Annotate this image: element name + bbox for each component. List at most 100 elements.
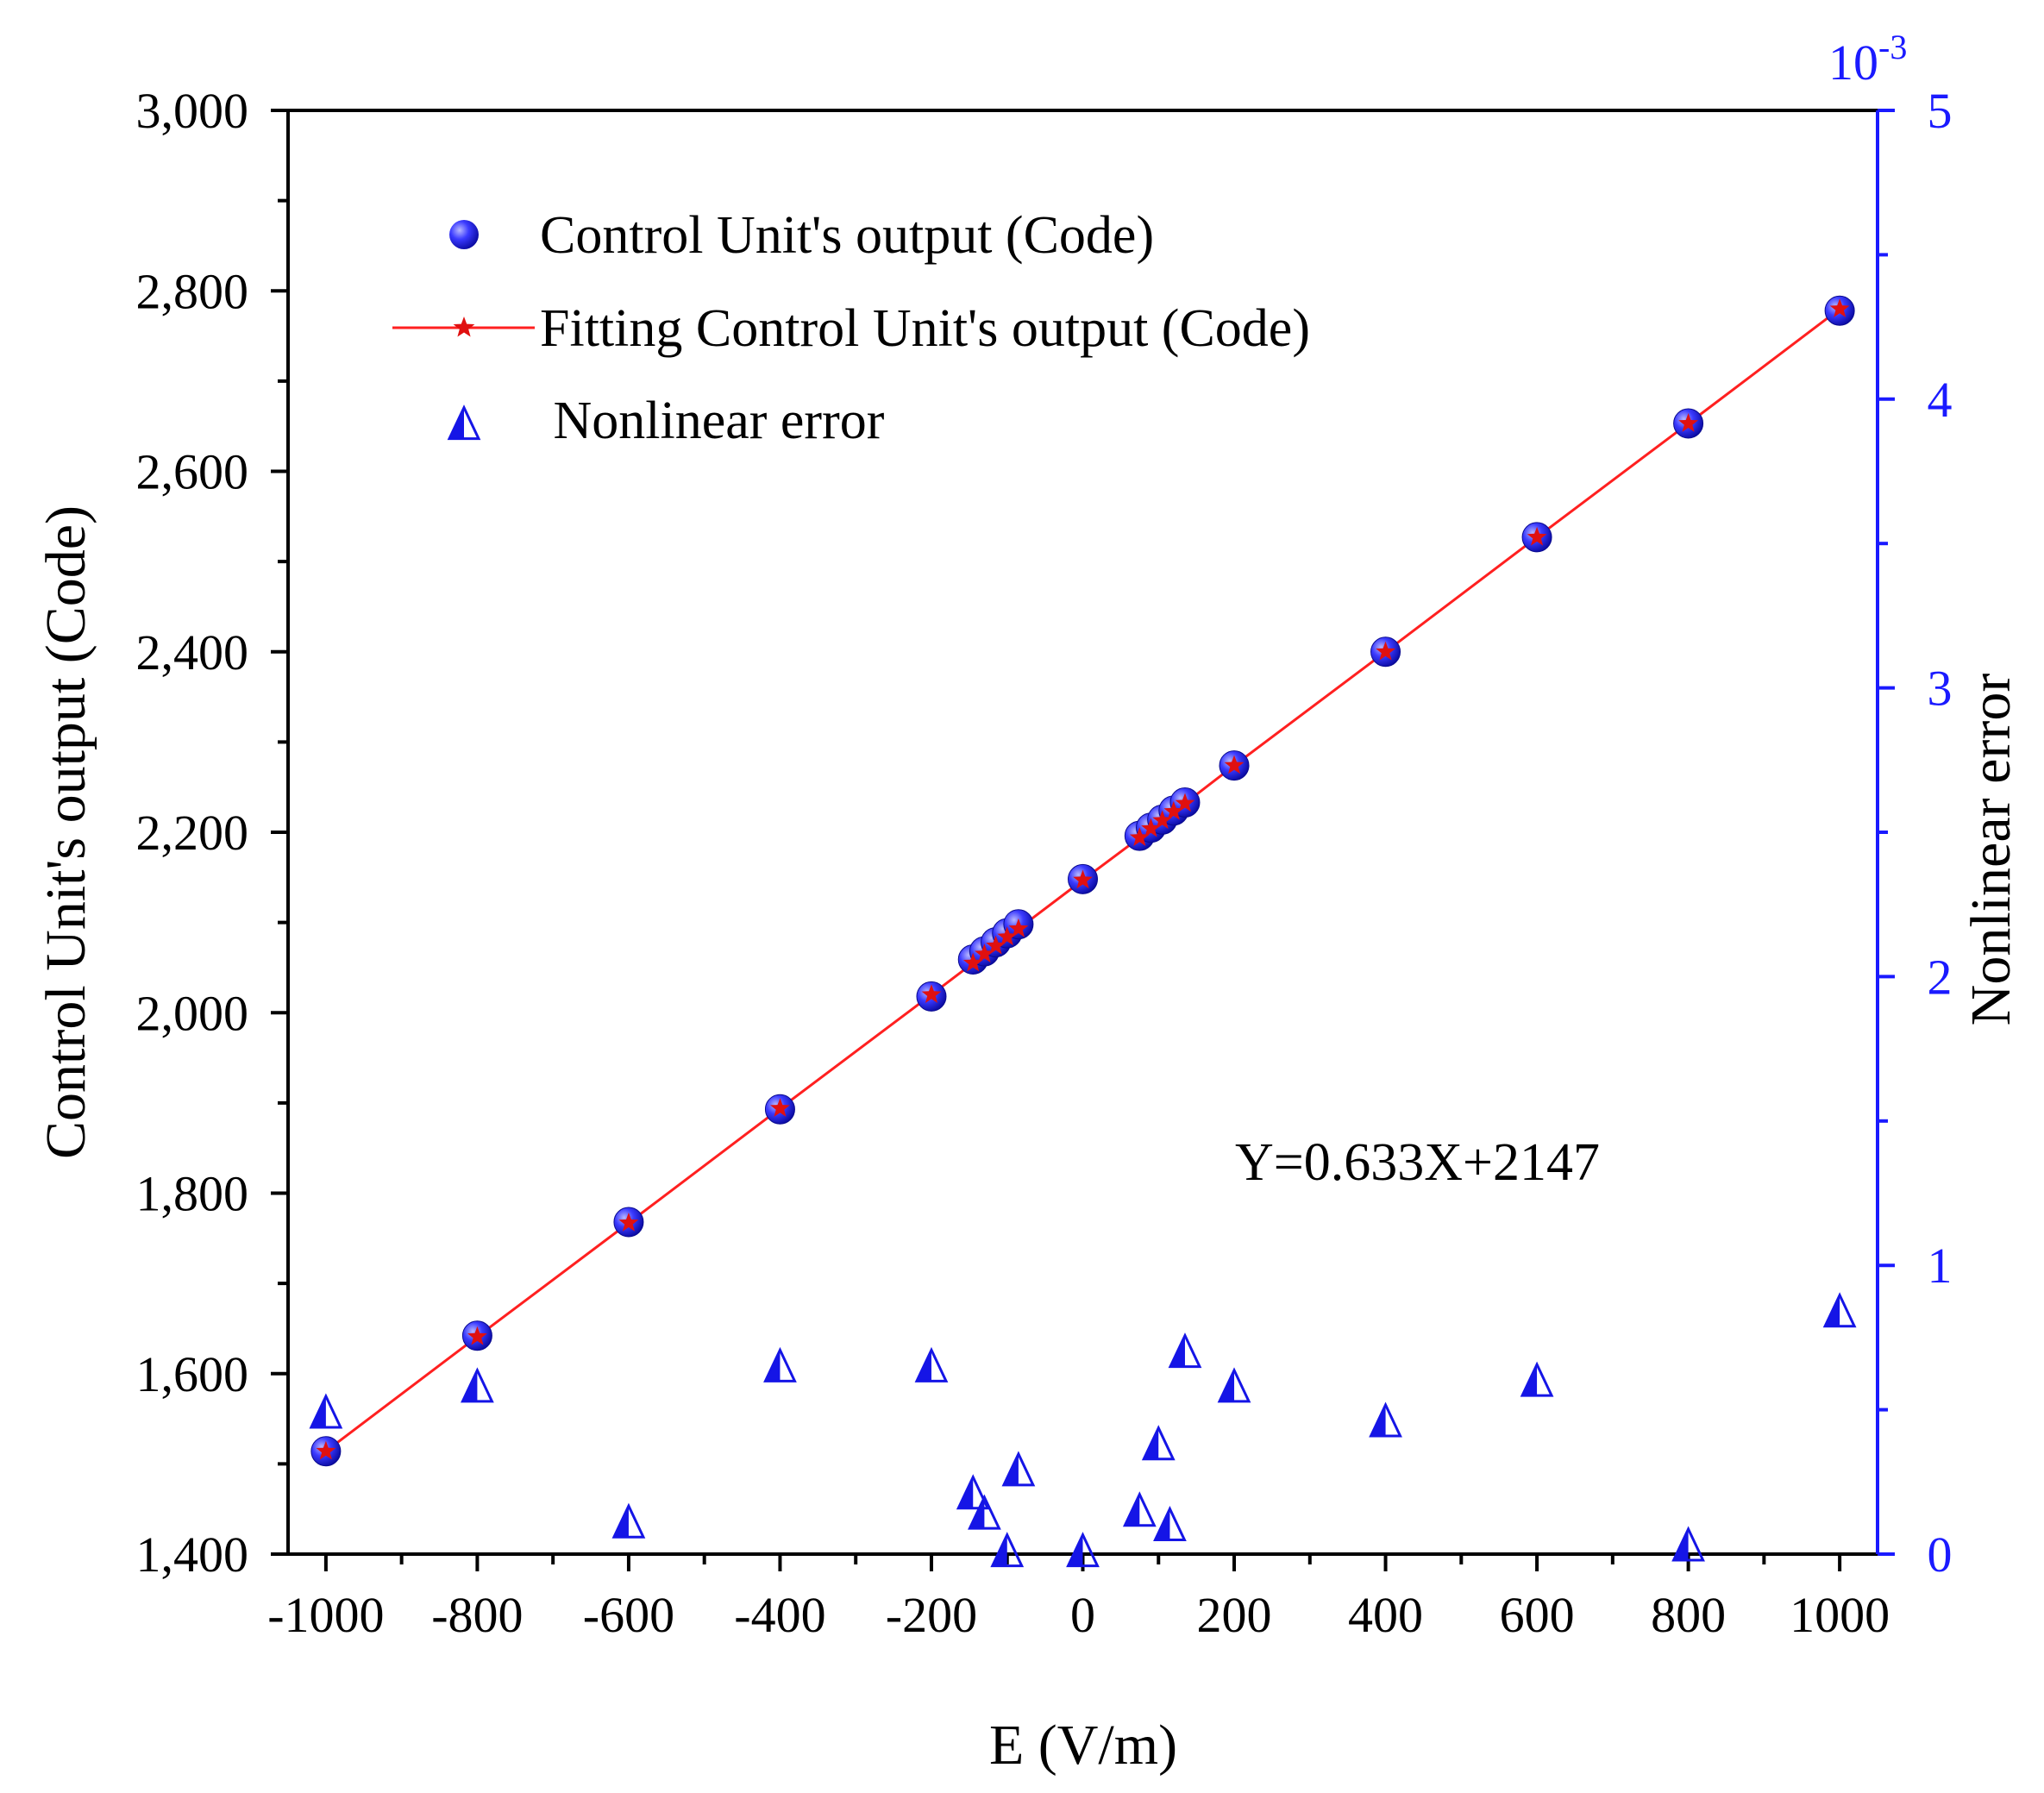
error-point [914, 1346, 949, 1382]
fit-star-point [770, 1098, 790, 1117]
triangle-outline [763, 1346, 797, 1382]
legend-label-error: Nonlinear error [540, 392, 885, 450]
fit-star-point [618, 1213, 639, 1232]
error-point [461, 1367, 494, 1403]
error-point [309, 1393, 343, 1429]
error-point [1671, 1526, 1705, 1562]
error-point [1153, 1506, 1187, 1542]
triangle-outline [447, 404, 481, 441]
y-left-tick-label: 2,600 [136, 444, 249, 500]
legend-star-marker [453, 317, 475, 337]
multiplier-exponent: -3 [1878, 28, 1907, 66]
triangle-outline [968, 1494, 1001, 1530]
fit-star-point [1175, 793, 1195, 812]
y-left-tick-label: 3,000 [136, 83, 249, 139]
fit-star-point [1678, 413, 1698, 432]
x-tick-label: -800 [431, 1587, 523, 1643]
legend-label-output: Control Unit's output (Code) [540, 206, 1154, 265]
error-point [1141, 1425, 1176, 1461]
y-right-axis-title: Nonlinear error [1959, 674, 2022, 1026]
triangle-outline [309, 1393, 343, 1429]
triangle-outline [1217, 1367, 1251, 1403]
fit-star-point [921, 984, 942, 1003]
x-tick-label: -1000 [267, 1587, 384, 1643]
error-point [1168, 1332, 1202, 1369]
error-point [1217, 1367, 1251, 1403]
triangle-outline [1369, 1401, 1402, 1438]
error-point [956, 1474, 990, 1510]
triangle-outline [1141, 1425, 1176, 1461]
error-point [1001, 1451, 1036, 1487]
y-left-axis-title: Control Unit's output (Code) [34, 505, 97, 1159]
legend: Control Unit's output (Code) Fitting Con… [392, 206, 1310, 450]
legend-triangle-marker [447, 404, 481, 441]
multiplier-base: 10 [1828, 34, 1878, 91]
y-right-tick-label: 1 [1928, 1238, 1953, 1294]
fit-star-series [316, 298, 1850, 1460]
x-tick-label: 600 [1500, 1587, 1575, 1643]
error-point [1066, 1532, 1100, 1568]
fit-star-point [962, 952, 983, 972]
triangle-outline [1822, 1292, 1857, 1328]
right-axis-multiplier: 10-3 [1828, 28, 1907, 91]
error-point [611, 1502, 646, 1539]
fit-star-point [1163, 800, 1184, 820]
x-axis-title: E (V/m) [989, 1714, 1177, 1777]
fit-star-point [1008, 918, 1029, 937]
x-tick-label: 0 [1070, 1587, 1095, 1643]
nonlinear-error-series [309, 1292, 1857, 1568]
x-tick-labels: -1000 -800 -600 -400 -200 0 200 400 600 800 1000 [267, 1587, 1890, 1643]
error-point [968, 1494, 1001, 1530]
error-point [1369, 1401, 1402, 1438]
y-right-tick-label: 4 [1928, 372, 1953, 428]
y-left-tick-label: 2,400 [136, 624, 249, 680]
triangle-outline [1153, 1506, 1187, 1542]
y-right-tick-label: 5 [1928, 83, 1953, 139]
y-right-tick-label: 0 [1928, 1527, 1953, 1583]
triangle-outline [1671, 1526, 1705, 1562]
fit-star-point [1073, 869, 1093, 889]
fit-star-point [1224, 755, 1245, 774]
triangle-outline [990, 1532, 1025, 1568]
fit-star-point [1376, 641, 1395, 661]
y-left-tick-label: 1,400 [136, 1527, 249, 1583]
triangle-outline [461, 1367, 494, 1403]
triangle-outline [956, 1474, 990, 1510]
error-point [1520, 1361, 1554, 1397]
x-tick-label: 200 [1197, 1587, 1272, 1643]
fit-star-point [975, 944, 994, 962]
error-point [1822, 1292, 1857, 1328]
triangle-outline [1001, 1451, 1036, 1487]
fit-star-point [1141, 818, 1161, 837]
fit-star-point [1129, 827, 1150, 846]
fit-star-point [1527, 526, 1547, 546]
y-right-tick-labels: 0 1 2 3 4 5 [1928, 83, 1953, 1583]
fit-star-point [997, 926, 1018, 946]
y-left-tick-label: 2,800 [136, 263, 249, 319]
x-tick-label: 800 [1651, 1587, 1726, 1643]
fit-star-point [316, 1440, 336, 1460]
y-right-tick-label: 3 [1928, 661, 1953, 717]
y-left-tick-labels: 1,400 1,600 1,800 2,000 2,200 2,400 2,600 2,800… [136, 83, 249, 1583]
triangle-outline [1122, 1491, 1157, 1527]
legend-label-fit: Fitting Control Unit's output (Code) [540, 299, 1310, 358]
fit-star-point [986, 935, 1006, 955]
fit-star-point [467, 1326, 487, 1345]
x-tick-label: 1000 [1790, 1587, 1890, 1643]
error-point [1122, 1491, 1157, 1527]
triangle-outline [611, 1502, 646, 1539]
fit-star-point [1829, 298, 1850, 317]
error-point [990, 1532, 1025, 1568]
x-tick-label: -200 [886, 1587, 977, 1643]
y-left-tick-label: 1,800 [136, 1166, 249, 1222]
triangle-outline [1168, 1332, 1202, 1369]
x-tick-label: -400 [734, 1587, 825, 1643]
error-point [763, 1346, 797, 1382]
triangle-outline [1066, 1532, 1100, 1568]
x-tick-label: -600 [583, 1587, 674, 1643]
triangle-outline [914, 1346, 949, 1382]
y-left-tick-label: 2,000 [136, 985, 249, 1041]
y-right-tick-label: 2 [1928, 949, 1953, 1005]
triangle-outline [1520, 1361, 1554, 1397]
